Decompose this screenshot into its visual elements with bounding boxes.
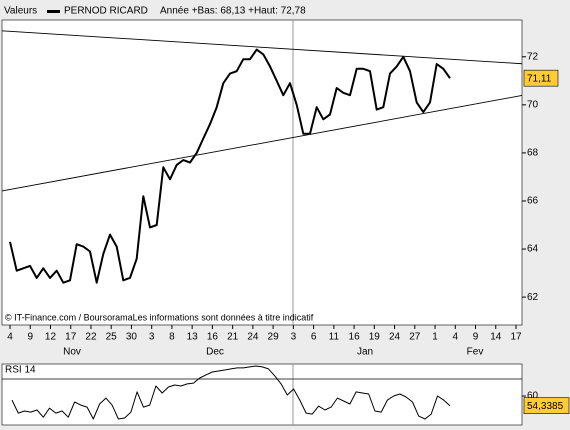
x-tick-label: 6: [311, 332, 317, 343]
y-tick-label: 72: [527, 51, 539, 62]
y-tick-label: 62: [527, 292, 539, 303]
rsi-last-label: 54,3385: [527, 401, 564, 412]
month-label: Nov: [63, 347, 81, 358]
x-tick-label: 21: [227, 332, 239, 343]
x-tick-label: 16: [349, 332, 361, 343]
legend-swatch: [47, 10, 60, 13]
month-label: Dec: [206, 347, 224, 358]
x-tick-label: 11: [329, 332, 340, 343]
y-tick-label: 66: [527, 196, 539, 207]
x-tick-label: 27: [409, 332, 421, 343]
x-tick-label: 16: [207, 332, 219, 343]
x-tick-label: 30: [126, 332, 138, 343]
x-tick-label: 17: [65, 332, 77, 343]
x-tick-label: 12: [45, 332, 57, 343]
series-line: [11, 365, 451, 420]
rsi-title: RSI 14: [5, 365, 36, 376]
trend-line: [1, 95, 523, 192]
x-tick-label: 24: [389, 332, 401, 343]
series-line: [9, 48, 451, 284]
x-tick-label: 1: [432, 332, 438, 343]
y-tick-label: 68: [527, 148, 539, 159]
x-tick-label: 24: [247, 332, 259, 343]
x-tick-label: 19: [369, 332, 381, 343]
header-label: Valeurs: [4, 6, 37, 17]
month-label: Fev: [467, 347, 484, 358]
x-tick-label: 17: [510, 332, 522, 343]
x-tick-label: 25: [106, 332, 118, 343]
x-tick-label: 29: [268, 332, 280, 343]
header-range: Année +Bas: 68,13 +Haut: 72,78: [160, 6, 306, 17]
trend-line: [1, 30, 523, 65]
last-value-box: [523, 69, 559, 87]
x-tick-label: 4: [452, 332, 458, 343]
y-tick-label: 64: [527, 244, 539, 255]
footer: © IT-Finance.com / BoursoramaLes informa…: [5, 312, 314, 322]
x-tick-label: 22: [85, 332, 97, 343]
x-tick-label: 14: [490, 332, 502, 343]
x-tick-label: 8: [169, 332, 175, 343]
x-tick-label: 13: [187, 332, 199, 343]
x-tick-label: 3: [149, 332, 155, 343]
rsi-area: [1, 363, 523, 426]
y-tick-label: 70: [527, 99, 539, 110]
x-tick-label: 4: [7, 332, 13, 343]
legend-name: PERNOD RICARD: [64, 6, 148, 17]
x-tick-label: 9: [27, 332, 33, 343]
last-value-label: 71,11: [527, 73, 552, 84]
rsi-last-box: [523, 397, 570, 414]
plot-area: [1, 19, 523, 326]
x-tick-label: 9: [473, 332, 479, 343]
month-label: Jan: [357, 347, 373, 358]
x-tick-label: 3: [291, 332, 297, 343]
rsi-y-tick-label: 60: [527, 391, 539, 402]
